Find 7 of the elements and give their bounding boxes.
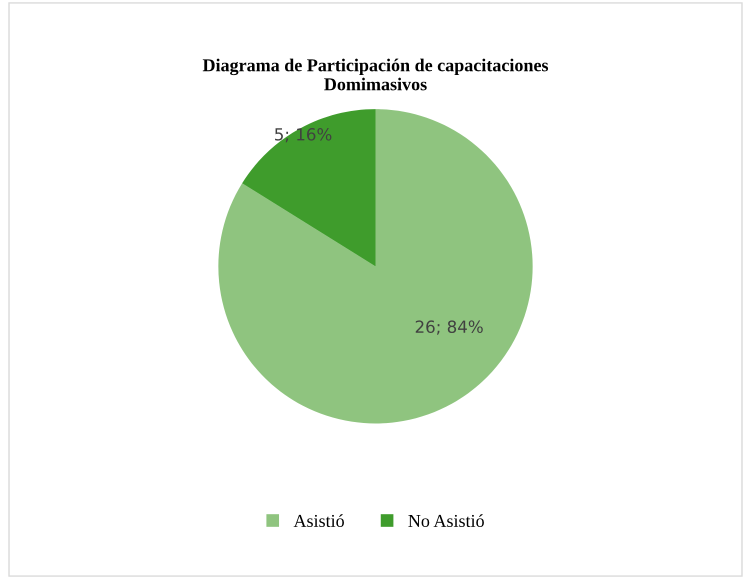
pie-slice	[242, 109, 376, 266]
legend-label: Asistió	[294, 514, 344, 528]
chart-title: Diagrama de Participación de capacitaciones Domimasivos	[202, 58, 548, 90]
data-label: 26; 84%	[416, 320, 483, 335]
legend-label: No Asistió	[408, 514, 484, 528]
pie-slice	[218, 109, 533, 424]
data-label: 5; 16%	[275, 128, 332, 142]
